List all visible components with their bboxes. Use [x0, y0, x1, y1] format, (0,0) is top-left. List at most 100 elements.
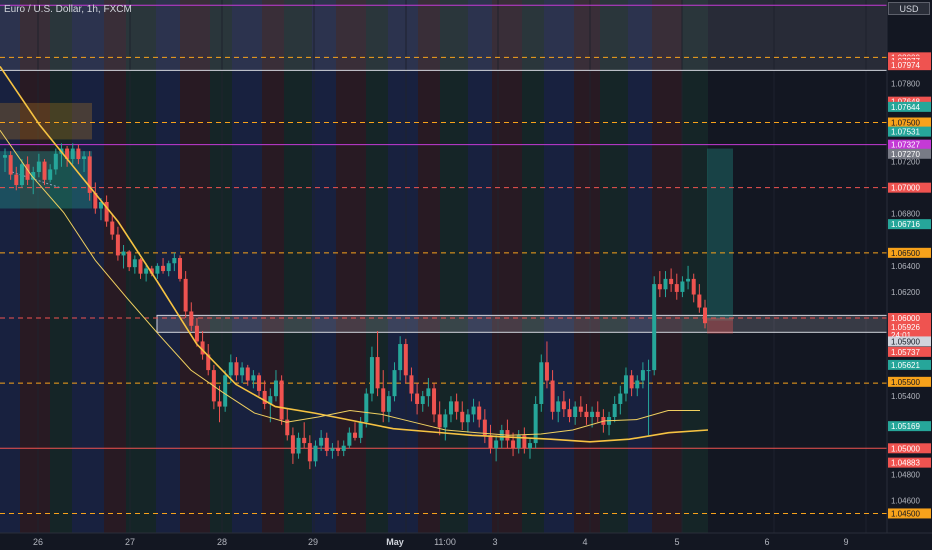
price-label: 1.05900: [891, 337, 920, 346]
price-label: 1.05621: [891, 361, 920, 370]
price-label-bg: [888, 359, 931, 370]
session-band: [232, 0, 262, 533]
candle-body: [324, 437, 329, 451]
candle-body: [98, 201, 103, 209]
price-label-bg: [888, 421, 931, 432]
price-label-bg: [888, 376, 931, 387]
grid: [37, 0, 867, 533]
candle-body: [290, 435, 295, 454]
session-band: [388, 0, 418, 533]
price-label-bg: [888, 182, 931, 193]
candle-body: [31, 172, 36, 180]
session-band: [600, 0, 628, 533]
candle-body: [533, 403, 538, 444]
candle-body: [652, 284, 657, 371]
candle-body: [273, 380, 278, 397]
candle-body: [70, 148, 75, 159]
candle-body: [155, 265, 160, 274]
candle-body: [477, 406, 482, 420]
candle-body: [307, 443, 312, 462]
price-label-bg: [888, 312, 931, 323]
candle-body: [398, 344, 403, 371]
moving-averages: [0, 66, 709, 443]
session-band: [682, 0, 708, 533]
y-tick-label: 1.07200: [891, 158, 920, 167]
candle-body: [3, 155, 7, 158]
price-label-bg: [888, 336, 931, 347]
price-label-bg: [888, 126, 931, 137]
candle-body: [347, 432, 352, 446]
x-tick-label: 27: [125, 537, 135, 547]
y-tick-label: 1.07800: [891, 79, 920, 88]
price-label-bg: [888, 443, 931, 454]
session-band: [440, 0, 468, 533]
candle-body: [392, 370, 397, 397]
candle-body: [257, 375, 262, 391]
candle-body: [629, 375, 634, 389]
candle-body: [14, 174, 19, 186]
candle-body: [206, 354, 211, 371]
candle-body: [381, 388, 386, 412]
candle-body: [25, 164, 30, 180]
candle-body: [262, 390, 267, 404]
candle-body: [42, 161, 47, 180]
session-band: [262, 0, 284, 533]
candle-body: [65, 148, 70, 159]
candle-body: [528, 443, 532, 449]
candle-body: [245, 367, 250, 381]
candle-body: [161, 265, 166, 272]
time-axis[interactable]: 26 27 28 29 May 11:00 3 4 5 6 9: [0, 532, 932, 550]
candle-body: [499, 430, 504, 441]
candle-body: [584, 411, 589, 418]
price-label: 1.07974: [891, 61, 920, 70]
candle-body: [296, 437, 301, 454]
time-axis-bg: [0, 533, 932, 550]
candle-body: [93, 192, 98, 209]
candle-body: [302, 437, 307, 444]
candle-body: [53, 153, 58, 170]
candle-body: [595, 411, 600, 418]
candle-body: [488, 435, 493, 449]
stop-zone-right: [707, 317, 733, 334]
candle-body: [166, 263, 171, 272]
session-band: [652, 0, 682, 533]
x-tick-label: 3: [492, 537, 497, 547]
y-tick-label: 1.06400: [891, 262, 920, 271]
candle-body: [415, 393, 420, 404]
price-label-bg: [888, 96, 931, 107]
candle-body: [465, 414, 470, 423]
price-axis[interactable]: 1.07800 1.07200 1.06800 1.06400 1.06200 1.054…: [886, 0, 932, 550]
candle-body: [87, 156, 92, 193]
price-label: 1.04883: [891, 459, 920, 468]
candle-body: [448, 401, 453, 415]
candle-body: [228, 362, 233, 376]
price-label-bg: [888, 346, 931, 357]
candle-body: [657, 284, 662, 290]
candle-body: [674, 284, 679, 292]
candle-body: [336, 448, 341, 451]
candle-body: [482, 419, 487, 436]
candle-body: [640, 370, 645, 381]
candle-body: [635, 380, 640, 389]
currency-button[interactable]: USD: [888, 2, 930, 15]
candle-body: [8, 155, 13, 175]
price-label: 1.06500: [891, 249, 920, 258]
candle-body: [511, 440, 516, 449]
levels: [0, 4, 887, 514]
candle-body: [217, 401, 222, 407]
candle-body: [200, 341, 205, 355]
session-band: [366, 0, 388, 533]
price-label: 1.05000: [891, 444, 920, 453]
candle-body: [663, 278, 668, 290]
y-tick-label: 1.04800: [891, 470, 920, 479]
y-tick-label: 1.06800: [891, 210, 920, 219]
price-label-bg: [888, 329, 931, 340]
y-tick-label: 1.05400: [891, 392, 920, 401]
candle-body: [550, 380, 555, 412]
candle-body: [358, 422, 363, 438]
candle-body: [82, 156, 87, 159]
chart-title: Euro / U.S. Dollar, 1h, FXCM: [4, 4, 132, 15]
price-label-bg: [888, 457, 931, 468]
session-band: [50, 0, 72, 533]
